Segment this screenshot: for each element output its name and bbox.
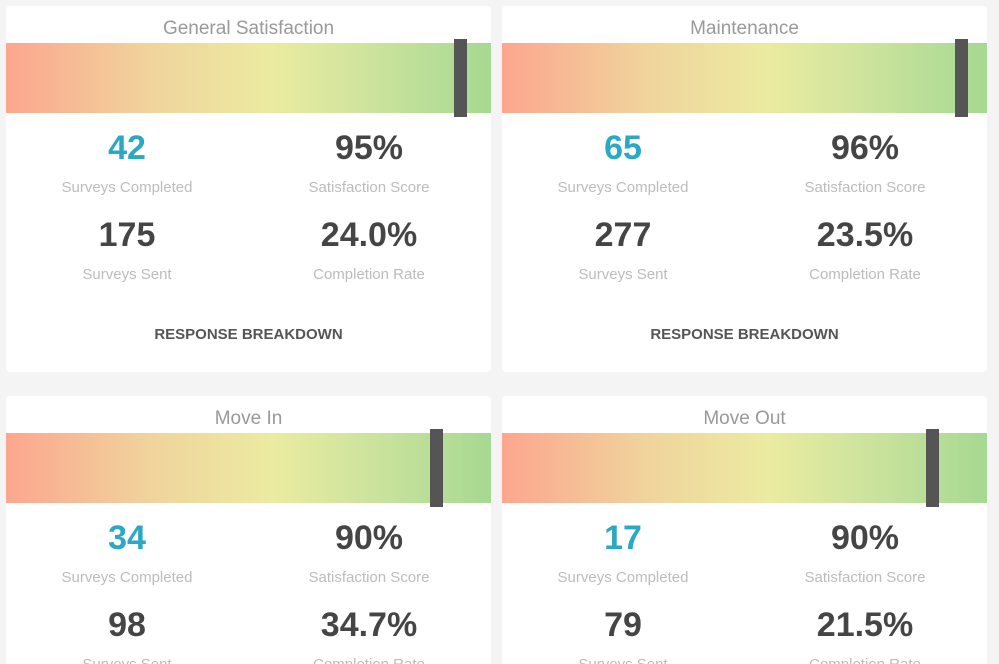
score-gradient-bar bbox=[6, 43, 491, 113]
surveys-sent-label: Surveys Sent bbox=[578, 266, 668, 283]
satisfaction-score-label: Satisfaction Score bbox=[308, 179, 430, 196]
card-title: Maintenance bbox=[690, 18, 799, 39]
completion-rate-label: Completion Rate bbox=[248, 656, 490, 664]
surveys-completed-label: Surveys Completed bbox=[557, 179, 689, 196]
completion-rate-value: 21.5% bbox=[816, 606, 914, 644]
surveys-completed-value: 42 bbox=[108, 129, 146, 167]
completion-rate-value: 34.7% bbox=[320, 606, 418, 644]
score-marker bbox=[925, 429, 939, 507]
completion-rate-label: Completion Rate bbox=[313, 266, 425, 283]
surveys-completed-value: 65 bbox=[604, 129, 642, 167]
score-marker bbox=[954, 39, 968, 117]
score-marker bbox=[429, 429, 443, 507]
survey-card: Maintenance 65 Surveys Completed 96% Satisfa… bbox=[502, 6, 987, 372]
surveys-sent-label: Surveys Sent bbox=[502, 656, 744, 664]
surveys-sent-label: Surveys Sent bbox=[82, 266, 172, 283]
satisfaction-score-label: Satisfaction Score bbox=[804, 569, 926, 586]
completion-rate-label: Completion Rate bbox=[744, 656, 986, 664]
satisfaction-score-value: 96% bbox=[830, 129, 900, 167]
surveys-sent-value: 175 bbox=[98, 216, 156, 254]
survey-card: Move In 34 Surveys Completed 90% Satisfactio… bbox=[6, 396, 491, 664]
score-marker bbox=[453, 39, 467, 117]
score-gradient-bar bbox=[502, 433, 987, 503]
satisfaction-score-label: Satisfaction Score bbox=[308, 569, 430, 586]
card-title: Move Out bbox=[703, 408, 786, 429]
satisfaction-score-value: 95% bbox=[334, 129, 404, 167]
response-breakdown-button[interactable]: RESPONSE BREAKDOWN bbox=[154, 326, 343, 343]
completion-rate-label: Completion Rate bbox=[809, 266, 921, 283]
satisfaction-score-value: 90% bbox=[334, 519, 404, 557]
survey-card: General Satisfaction 42 Surveys Completed 9… bbox=[6, 6, 491, 372]
surveys-sent-label: Surveys Sent bbox=[6, 656, 248, 664]
surveys-completed-label: Surveys Completed bbox=[61, 569, 193, 586]
completion-rate-value: 23.5% bbox=[816, 216, 914, 254]
surveys-sent-value: 79 bbox=[604, 606, 642, 644]
score-gradient-bar bbox=[502, 43, 987, 113]
satisfaction-score-value: 90% bbox=[830, 519, 900, 557]
card-title: General Satisfaction bbox=[162, 18, 335, 39]
response-breakdown-button[interactable]: RESPONSE BREAKDOWN bbox=[650, 326, 839, 343]
surveys-completed-value: 17 bbox=[604, 519, 642, 557]
card-title: Move In bbox=[214, 408, 283, 429]
surveys-completed-value: 34 bbox=[108, 519, 146, 557]
survey-card: Move Out 17 Surveys Completed 90% Satisfacti… bbox=[502, 396, 987, 664]
completion-rate-value: 24.0% bbox=[320, 216, 418, 254]
surveys-completed-label: Surveys Completed bbox=[557, 569, 689, 586]
surveys-sent-value: 277 bbox=[594, 216, 652, 254]
surveys-sent-value: 98 bbox=[108, 606, 146, 644]
satisfaction-score-label: Satisfaction Score bbox=[804, 179, 926, 196]
surveys-completed-label: Surveys Completed bbox=[61, 179, 193, 196]
score-gradient-bar bbox=[6, 433, 491, 503]
